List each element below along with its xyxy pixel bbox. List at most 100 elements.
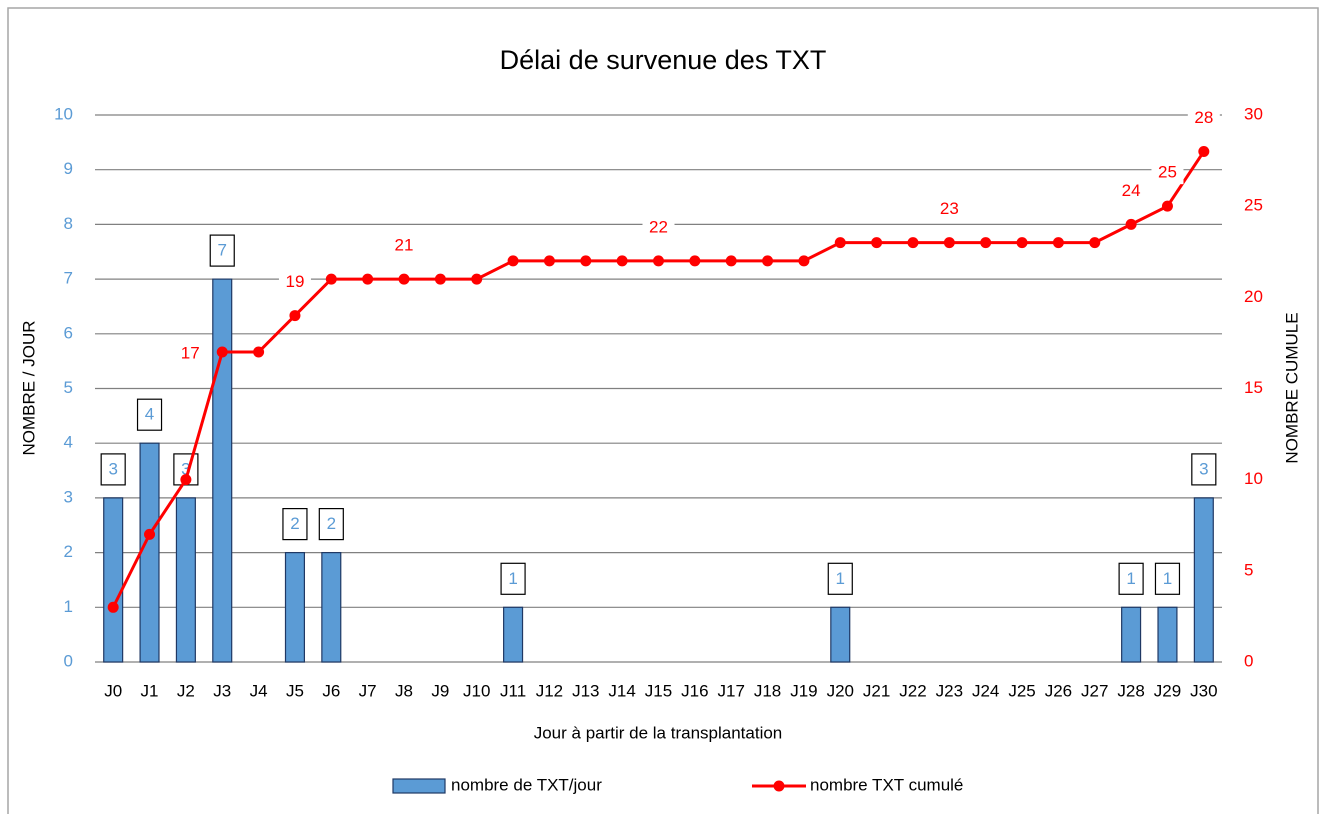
data-label: 3 (181, 459, 190, 478)
data-label-box (827, 562, 853, 595)
data-label-bg (174, 343, 207, 366)
bar (103, 497, 124, 663)
data-label-bg (642, 216, 675, 239)
data-label: 17 (181, 344, 200, 363)
x-tick-label: J5 (286, 681, 304, 700)
line-marker (1125, 218, 1137, 230)
data-label-box (282, 508, 308, 541)
y2-tick-label: 20 (1244, 287, 1263, 306)
line-marker (107, 601, 119, 613)
data-label: 3 (108, 459, 117, 478)
data-label-box (100, 453, 126, 486)
data-label: 22 (649, 217, 668, 236)
line-marker (398, 273, 410, 285)
data-label: 24 (1122, 181, 1141, 200)
x-axis-title: Jour à partir de la transplantation (534, 723, 783, 742)
data-label-box (1154, 562, 1181, 595)
y-tick-label: 7 (64, 269, 73, 288)
y-tick-label: 9 (64, 159, 73, 178)
x-tick-label: J20 (827, 681, 854, 700)
line-marker (1016, 237, 1028, 249)
line-marker (798, 255, 810, 267)
bar (1193, 497, 1214, 663)
data-label: 4 (145, 405, 154, 424)
x-tick-label: J7 (359, 681, 377, 700)
y-tick-label: 1 (64, 597, 73, 616)
y2-tick-label: 25 (1244, 196, 1263, 215)
data-label: 19 (285, 272, 304, 291)
x-tick-label: J2 (177, 681, 195, 700)
y2-tick-label: 30 (1244, 104, 1263, 123)
x-tick-label: J3 (213, 681, 231, 700)
y-tick-label: 2 (64, 542, 73, 561)
x-tick-label: J17 (717, 681, 744, 700)
data-label: 25 (1158, 163, 1177, 182)
y-tick-label: 5 (64, 378, 73, 397)
y2-axis-title: NOMBRE CUMULE (1282, 312, 1301, 463)
x-tick-label: J14 (608, 681, 635, 700)
line-marker (580, 255, 592, 267)
x-tick-label: J12 (536, 681, 563, 700)
x-tick-label: J4 (250, 681, 268, 700)
x-tick-label: J13 (572, 681, 599, 700)
line-marker (980, 237, 992, 249)
y-tick-label: 3 (64, 487, 73, 506)
y-tick-label: 0 (64, 651, 73, 670)
x-tick-label: J25 (1008, 681, 1035, 700)
x-tick-label: J29 (1154, 681, 1181, 700)
line-marker (943, 237, 955, 249)
y2-tick-label: 10 (1244, 469, 1263, 488)
data-label: 2 (290, 514, 299, 533)
y2-tick-label: 15 (1244, 378, 1263, 397)
x-tick-label: J11 (500, 681, 526, 700)
bar (1121, 606, 1142, 663)
x-tick-label: J10 (463, 681, 490, 700)
legend-label: nombre TXT cumulé (810, 775, 963, 794)
line-marker (289, 310, 301, 322)
line-marker (616, 255, 628, 267)
line-marker (507, 255, 519, 267)
y-tick-label: 4 (64, 433, 73, 452)
data-label-box (500, 562, 526, 595)
line-marker (762, 255, 774, 267)
line-marker (1198, 145, 1210, 157)
data-label: 21 (395, 236, 414, 255)
x-tick-label: J28 (1117, 681, 1144, 700)
bar (503, 606, 524, 663)
data-label: 23 (940, 199, 959, 218)
data-label-bg (1151, 162, 1184, 185)
y-tick-label: 8 (64, 214, 73, 233)
x-tick-label: J27 (1081, 681, 1108, 700)
data-label-box (1191, 453, 1217, 486)
line-marker (1089, 237, 1101, 249)
data-label-box (318, 508, 344, 541)
x-tick-label: J16 (681, 681, 708, 700)
line-marker (180, 474, 192, 486)
bar (830, 606, 851, 663)
data-label: 3 (1199, 459, 1208, 478)
bar (284, 551, 306, 663)
line-marker (871, 237, 883, 249)
line-marker (434, 273, 446, 285)
line-marker (1052, 237, 1064, 249)
y-tick-label: 6 (64, 323, 73, 342)
line-marker (907, 237, 919, 249)
x-tick-label: J30 (1190, 681, 1217, 700)
y2-tick-label: 5 (1244, 560, 1253, 579)
legend-marker (773, 780, 785, 792)
data-label-box (1118, 562, 1144, 595)
x-tick-label: J1 (141, 681, 159, 700)
line-marker (325, 273, 337, 285)
data-label: 2 (327, 514, 336, 533)
line-marker (543, 255, 555, 267)
y-tick-label: 10 (54, 104, 73, 123)
data-label: 7 (218, 241, 227, 260)
data-label: 1 (836, 569, 845, 588)
line-marker (834, 237, 846, 249)
line-marker (689, 255, 701, 267)
bar (212, 278, 233, 663)
line-marker (253, 346, 265, 358)
x-tick-label: J9 (431, 681, 449, 700)
x-tick-label: J24 (972, 681, 999, 700)
